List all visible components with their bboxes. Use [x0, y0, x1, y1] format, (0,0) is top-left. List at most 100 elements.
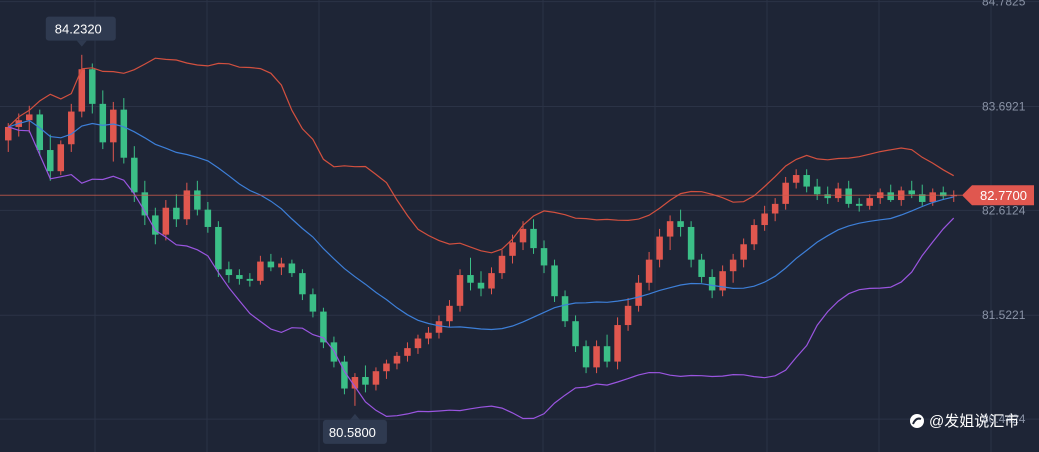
candle-body-3: [36, 114, 44, 151]
candle-body-65: [687, 226, 695, 260]
candle-body-46: [488, 273, 495, 289]
candle-body-23: [246, 278, 254, 281]
candle-body-73: [771, 203, 779, 214]
candle-body-15: [162, 207, 170, 235]
candle-body-9: [99, 103, 107, 143]
candle-body-24: [257, 261, 264, 281]
candle-body-28: [299, 273, 306, 295]
candle-body-86: [908, 190, 915, 195]
candle-body-74: [782, 182, 789, 204]
candle-body-54: [572, 321, 579, 347]
high-marker-pointer: [76, 40, 87, 47]
candle-22: [236, 269, 243, 285]
candle-body-55: [582, 346, 590, 368]
y-axis: 84.7825 83.6921 82.6124 81.5221 80.4424: [982, 0, 1026, 426]
candle-body-58: [614, 325, 621, 362]
candle-38: [404, 342, 411, 362]
candle-body-18: [194, 190, 201, 210]
candle-51: [540, 240, 548, 274]
candle-body-42: [446, 305, 453, 322]
y-tick-label-1: 83.6921: [982, 100, 1026, 114]
candle-27: [288, 259, 296, 277]
candle-body-59: [624, 305, 632, 326]
candle-80: [845, 180, 852, 208]
candle-body-62: [656, 236, 663, 260]
candle-body-7: [78, 69, 86, 112]
bb-middle-line: [8, 119, 954, 331]
candle-69: [729, 253, 737, 283]
candle-57: [603, 334, 611, 368]
candle-84: [887, 184, 894, 202]
candle-16: [173, 194, 180, 227]
candle-body-41: [435, 321, 443, 333]
candle-55: [582, 340, 590, 374]
candle-44: [467, 257, 474, 291]
candle-body-25: [267, 261, 275, 268]
candle-body-4: [47, 150, 54, 172]
candle-body-87: [918, 194, 926, 202]
candle-30: [320, 307, 327, 349]
candle-50: [530, 219, 537, 254]
candle-12: [131, 146, 138, 202]
candle-65: [687, 221, 695, 268]
watermark: @发姐说汇市: [910, 413, 1019, 430]
low-marker-box: [322, 419, 387, 444]
candle-68: [719, 265, 726, 297]
candle-60: [635, 275, 642, 312]
candle-18: [194, 180, 201, 216]
candle-53: [561, 290, 569, 327]
candle-body-75: [792, 175, 800, 183]
candle-body-26: [278, 263, 285, 268]
candle-43: [456, 269, 464, 312]
candle-body-10: [110, 109, 117, 143]
candle-body-66: [698, 259, 705, 277]
candle-41: [435, 315, 443, 339]
candle-70: [740, 238, 747, 268]
candle-73: [771, 198, 779, 222]
candle-61: [645, 251, 653, 291]
candle-body-38: [404, 348, 411, 356]
candle-9: [99, 90, 107, 150]
candle-34: [362, 365, 369, 393]
candle-body-22: [236, 275, 243, 279]
candle-63: [666, 215, 674, 251]
candle-4: [47, 134, 54, 181]
y-tick-label-2: 82.6124: [982, 203, 1026, 217]
candle-3: [36, 109, 44, 156]
candle-25: [267, 253, 275, 272]
candle-14: [152, 207, 159, 245]
high-marker-box: [45, 16, 116, 41]
candle-body-39: [414, 338, 422, 349]
candle-59: [624, 298, 632, 331]
candle-75: [792, 169, 800, 189]
weibo-icon: [910, 414, 924, 428]
bb-upper-line: [7, 57, 954, 254]
candle-body-57: [603, 346, 611, 362]
candle-20: [215, 221, 222, 277]
candle-body-67: [708, 276, 716, 291]
candle-body-29: [309, 294, 317, 312]
candle-body-30: [320, 311, 327, 343]
candle-body-51: [540, 248, 548, 266]
candle-33: [351, 373, 359, 406]
candle-body-53: [561, 296, 569, 322]
candle-body-40: [425, 332, 432, 339]
candle-37: [393, 351, 401, 370]
candle-79: [834, 182, 842, 202]
candle-58: [614, 317, 621, 370]
candle-35: [372, 367, 380, 391]
candle-body-16: [173, 207, 180, 220]
candle-body-0: [4, 126, 12, 141]
bb-lower-line: [8, 126, 955, 420]
candle-39: [414, 334, 422, 354]
candle-body-21: [225, 269, 233, 276]
candle-body-48: [509, 242, 516, 256]
candle-89: [939, 186, 947, 201]
candle-body-72: [761, 213, 768, 226]
candle-body-27: [288, 263, 296, 274]
bollinger-bands: [7, 57, 955, 420]
candle-67: [708, 269, 716, 299]
candle-body-80: [845, 188, 852, 204]
candle-76: [803, 169, 810, 193]
